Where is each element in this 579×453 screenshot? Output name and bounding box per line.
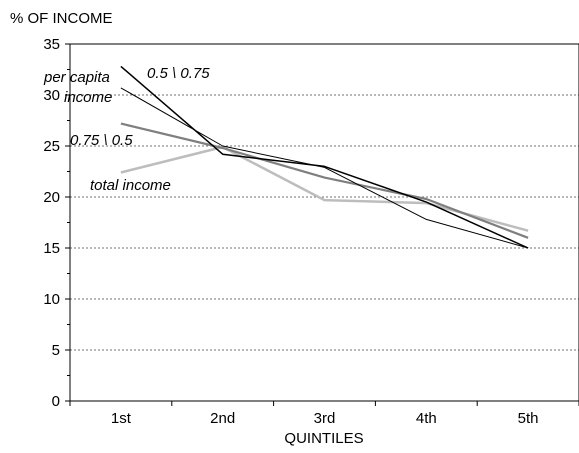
- y-tick-label: 35: [43, 36, 60, 53]
- series-line-0-75-0-5: [120, 122, 529, 239]
- per-capita-income-label-line1: per capita: [43, 69, 110, 86]
- x-tick-label: 3rd: [314, 410, 336, 427]
- y-tick-label: 10: [43, 291, 60, 308]
- x-axis-title: QUINTILES: [284, 430, 363, 447]
- series-075-05-label: 0.75 \ 0.5: [70, 132, 133, 149]
- series-05-075-label: 0.5 \ 0.75: [147, 65, 210, 82]
- x-tick-label: 5th: [518, 410, 539, 427]
- y-tick-label: 20: [43, 189, 60, 206]
- y-tick-label: 25: [43, 138, 60, 155]
- x-tick-label: 1st: [111, 410, 132, 427]
- series-line-total-income: [120, 145, 529, 232]
- series-line-0-5-0-75: [120, 65, 529, 249]
- series-line-per-capita-income: [120, 87, 529, 249]
- axis-layer: 0 5 10 15 20 25 30 35 1st 2nd 3rd 4th 5th: [43, 36, 579, 427]
- y-tick-label: 30: [43, 87, 60, 104]
- y-axis-title: % OF INCOME: [10, 10, 113, 27]
- y-tick-label: 15: [43, 240, 60, 257]
- x-tick-label: 4th: [416, 410, 437, 427]
- plot-frame: [69, 43, 579, 402]
- per-capita-income-label-line2: income: [64, 89, 112, 106]
- grid-layer: [70, 94, 579, 351]
- x-tick-label: 2nd: [210, 410, 235, 427]
- total-income-label: total income: [90, 177, 171, 194]
- y-tick-label: 0: [52, 393, 60, 410]
- y-tick-label: 5: [52, 342, 60, 359]
- series-layer: [120, 65, 529, 249]
